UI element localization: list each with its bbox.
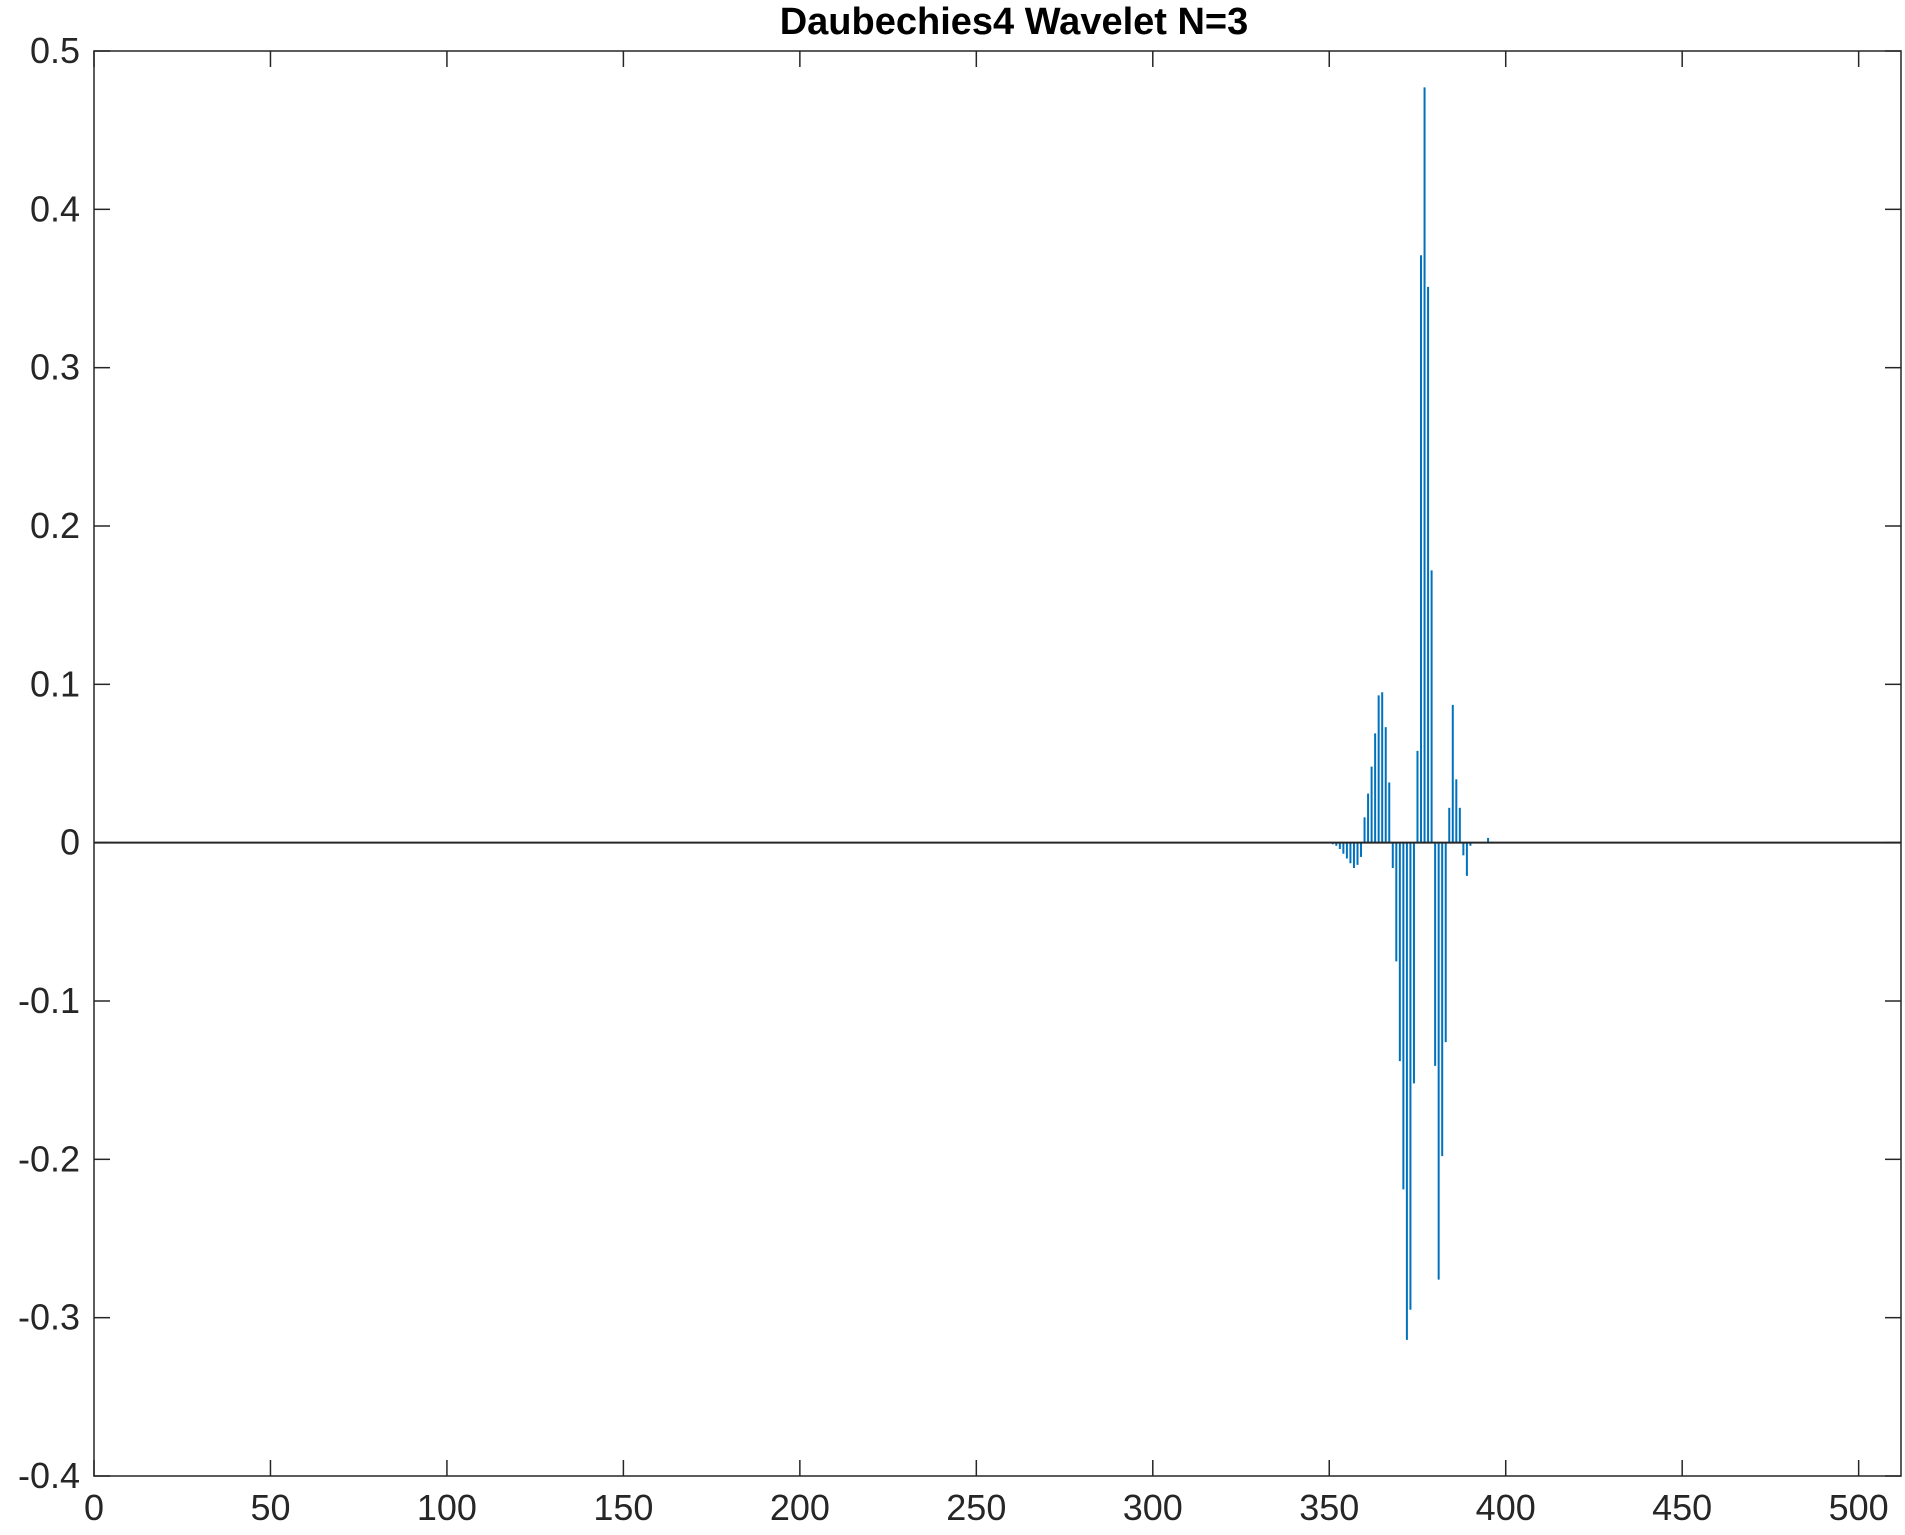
x-tick-label: 100 [417,1487,477,1528]
chart-title: Daubechies4 Wavelet N=3 [780,1,1249,43]
x-tick-label: 150 [593,1487,653,1528]
x-tick-label: 200 [770,1487,830,1528]
bars-group [1331,87,1490,1340]
plot-area [93,50,1902,1477]
y-tick-label: -0.1 [18,980,80,1021]
y-tick-label: -0.4 [18,1455,80,1496]
y-tick-label: 0.1 [30,663,80,704]
y-tick-label: 0.2 [30,505,80,546]
y-tick-label: -0.2 [18,1138,80,1179]
y-tick-label: 0.5 [30,30,80,71]
x-tick-label: 300 [1123,1487,1183,1528]
x-tick-label: 400 [1476,1487,1536,1528]
x-tick-label: 50 [250,1487,290,1528]
y-axis: -0.4 -0.3 -0.2 -0.1 0 0.1 0.2 0.3 0.4 0.5 [18,30,1901,1496]
x-axis: 0 50 100 150 200 250 300 350 400 450 500 [84,51,1889,1528]
x-tick-label: 250 [946,1487,1006,1528]
y-tick-label: 0.3 [30,347,80,388]
x-tick-label: 350 [1299,1487,1359,1528]
y-tick-label: -0.3 [18,1297,80,1338]
x-tick-label: 500 [1829,1487,1889,1528]
x-tick-label: 0 [84,1487,104,1528]
x-tick-label: 450 [1652,1487,1712,1528]
y-tick-label: 0.4 [30,188,80,229]
y-tick-label: 0 [60,822,80,863]
